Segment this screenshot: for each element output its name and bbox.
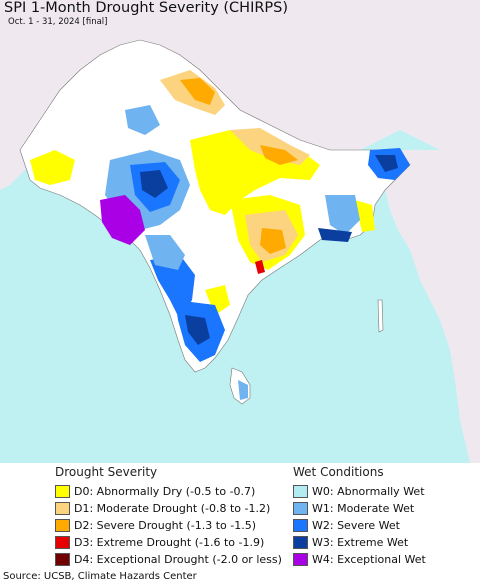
drought-south-d0	[205, 285, 230, 315]
legend-label-w0: W0: Abnormally Wet	[312, 484, 425, 498]
land-north-outside	[0, 0, 480, 170]
andaman-islands	[377, 299, 384, 333]
drought-afghan-d0	[30, 150, 75, 185]
legend-label-w3: W3: Extreme Wet	[312, 535, 409, 549]
legend-item-w4: W4: Exceptional Wet	[293, 551, 426, 567]
map-subtitle: Oct. 1 - 31, 2024 [final]	[8, 17, 108, 27]
drought-map: SPI 1-Month Drought Severity (CHIRPS) Oc…	[0, 0, 480, 463]
legend-swatch-d1	[55, 501, 70, 515]
legend-panel: Drought Severity D0: Abnormally Dry (-0.…	[0, 463, 480, 566]
drought-north-d2	[180, 78, 215, 105]
legend-item-d4: D4: Exceptional Drought (-2.0 or less)	[55, 551, 282, 567]
legend-label-d4: D4: Exceptional Drought (-2.0 or less)	[74, 552, 282, 566]
legend-swatch-w2	[293, 518, 308, 532]
legend-label-w1: W1: Moderate Wet	[312, 501, 415, 515]
legend-label-w4: W4: Exceptional Wet	[312, 552, 426, 566]
legend-item-w1: W1: Moderate Wet	[293, 500, 414, 516]
wet-bengal-coast-w3	[318, 228, 352, 242]
drought-nepal-d2	[260, 145, 298, 165]
wet-gujarat-w4	[100, 195, 145, 245]
legend-item-w0: W0: Abnormally Wet	[293, 483, 425, 499]
wet-legend-heading: Wet Conditions	[293, 465, 384, 479]
legend-swatch-w4	[293, 552, 308, 566]
wet-south-w3	[185, 315, 210, 345]
legend-swatch-w0	[293, 484, 308, 498]
drought-central-d3	[255, 260, 265, 274]
legend-swatch-d2	[55, 518, 70, 532]
wet-bangladesh-w1	[325, 195, 360, 235]
source-credit: Source: UCSB, Climate Hazards Center	[3, 571, 197, 582]
legend-label-d1: D1: Moderate Drought (-0.8 to -1.2)	[74, 501, 271, 515]
wet-srilanka-w1	[238, 380, 248, 400]
legend-swatch-w1	[293, 501, 308, 515]
legend-item-d2: D2: Severe Drought (-1.3 to -1.5)	[55, 517, 256, 533]
legend-swatch-w3	[293, 535, 308, 549]
wet-northeast-w3	[375, 155, 398, 172]
legend-swatch-d4	[55, 552, 70, 566]
wet-westcoast-w1	[145, 235, 185, 270]
wet-ladakh-w1	[125, 105, 160, 135]
legend-swatch-d0	[55, 484, 70, 498]
legend-item-w2: W2: Severe Wet	[293, 517, 400, 533]
map-title: SPI 1-Month Drought Severity (CHIRPS)	[4, 0, 289, 16]
drought-legend-heading: Drought Severity	[55, 465, 158, 479]
drought-central-d2	[260, 228, 286, 254]
legend-item-w3: W3: Extreme Wet	[293, 534, 408, 550]
legend-label-w2: W2: Severe Wet	[312, 518, 400, 532]
legend-item-d1: D1: Moderate Drought (-0.8 to -1.2)	[55, 500, 270, 516]
legend-item-d0: D0: Abnormally Dry (-0.5 to -0.7)	[55, 483, 255, 499]
legend-label-d2: D2: Severe Drought (-1.3 to -1.5)	[74, 518, 257, 532]
legend-item-d3: D3: Extreme Drought (-1.6 to -1.9)	[55, 534, 264, 550]
drought-east-d0	[355, 200, 375, 232]
wet-pakistan-w3	[140, 170, 168, 198]
legend-label-d3: D3: Extreme Drought (-1.6 to -1.9)	[74, 535, 265, 549]
map-canvas	[0, 0, 480, 463]
legend-label-d0: D0: Abnormally Dry (-0.5 to -0.7)	[74, 484, 256, 498]
land-east-outside	[385, 150, 480, 463]
legend-swatch-d3	[55, 535, 70, 549]
